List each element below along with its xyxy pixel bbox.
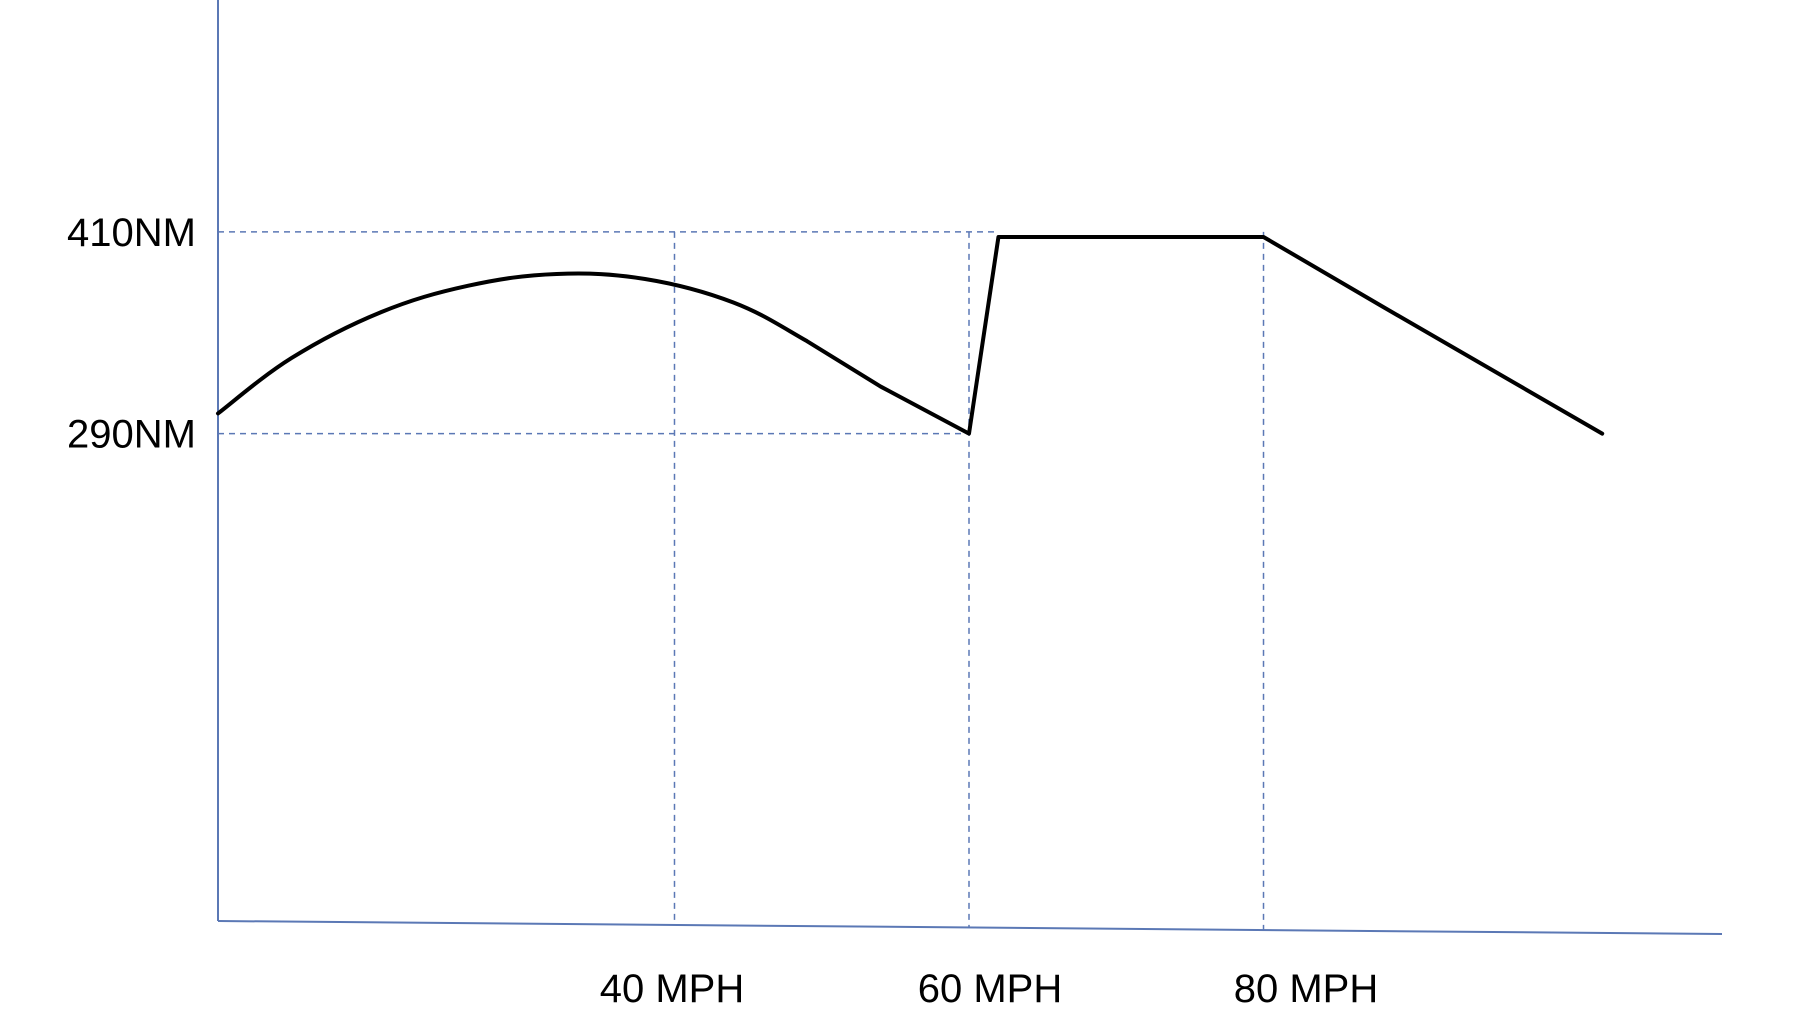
- x-tick-label-80: 80 MPH: [1234, 967, 1379, 1011]
- tick-labels: 290NM 410NM 40 MPH 60 MPH 80 MPH: [67, 211, 1378, 1011]
- x-tick-label-40: 40 MPH: [600, 967, 745, 1011]
- series-layer: [216, 234, 1605, 436]
- x-axis: [217, 920, 1723, 935]
- y-tick-label-290: 290NM: [67, 413, 196, 457]
- torque-line-series-0: [216, 234, 1605, 436]
- axes: [217, 0, 1723, 935]
- guide-lines: [218, 231, 1265, 931]
- x-tick-label-60: 60 MPH: [918, 967, 1063, 1011]
- y-tick-label-410: 410NM: [67, 211, 196, 255]
